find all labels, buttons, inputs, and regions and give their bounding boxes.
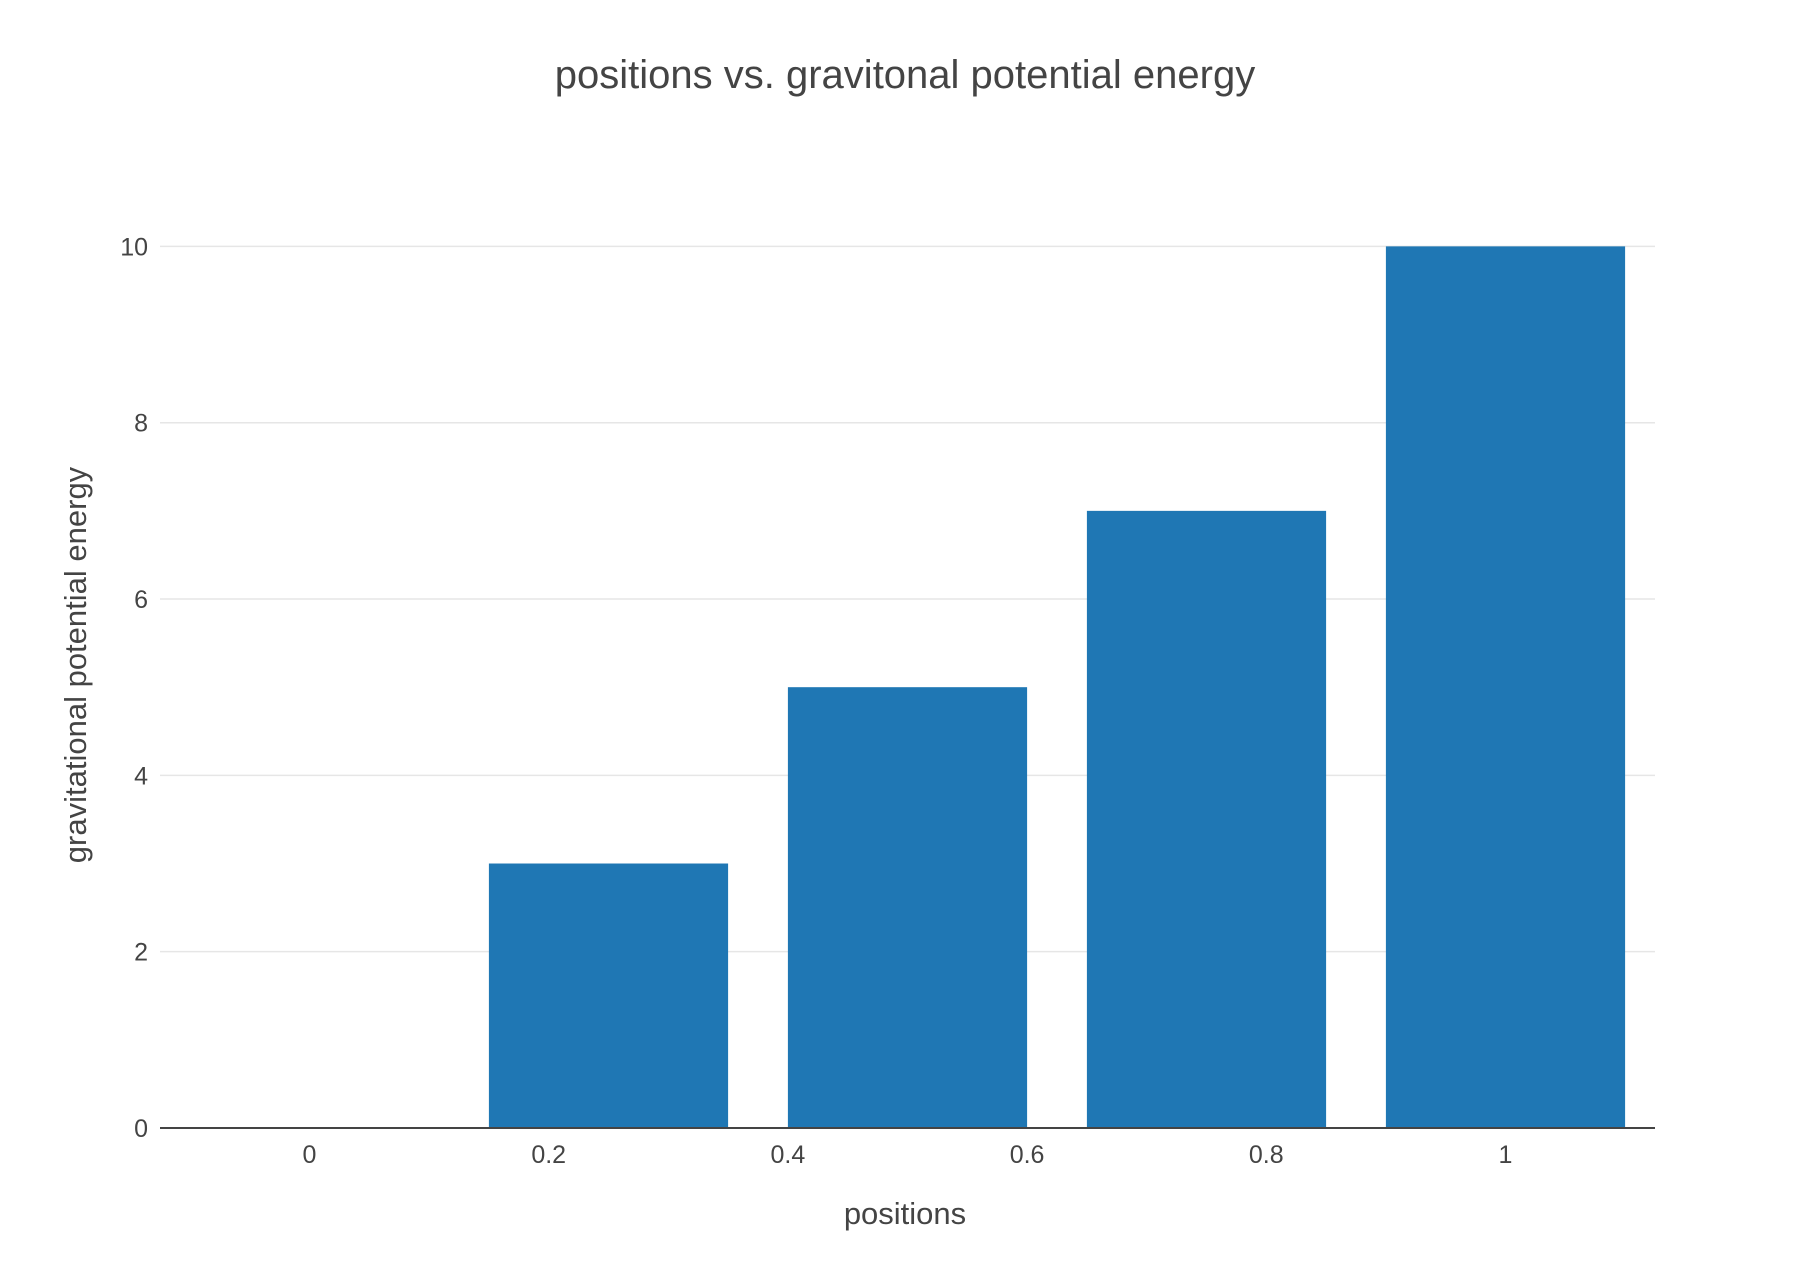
x-tick-label: 0.4	[771, 1141, 806, 1169]
y-tick-label: 4	[134, 762, 148, 790]
bar	[1086, 510, 1327, 1129]
y-tick-label: 0	[134, 1115, 148, 1143]
x-tick-label: 0.6	[1010, 1141, 1045, 1169]
x-tick-label: 1	[1499, 1141, 1513, 1169]
y-tick-label: 10	[120, 233, 148, 261]
bar	[1385, 246, 1626, 1129]
x-tick-label: 0	[303, 1141, 317, 1169]
y-tick-label: 8	[134, 410, 148, 438]
chart-title: positions vs. gravitonal potential energ…	[555, 53, 1255, 97]
bar	[787, 687, 1028, 1128]
y-tick-label: 2	[134, 939, 148, 967]
bars	[488, 246, 1626, 1129]
y-tick-label: 6	[134, 586, 148, 614]
y-axis-title: gravitational potential energy	[58, 466, 93, 863]
x-tick-labels: 0 0.2 0.4 0.6 0.8 1	[303, 1141, 1513, 1169]
bar	[488, 863, 729, 1128]
x-tick-label: 0.8	[1249, 1141, 1284, 1169]
x-axis-title: positions	[844, 1196, 966, 1231]
x-tick-label: 0.2	[531, 1141, 566, 1169]
y-tick-labels: 0 2 4 6 8 10	[120, 233, 148, 1143]
